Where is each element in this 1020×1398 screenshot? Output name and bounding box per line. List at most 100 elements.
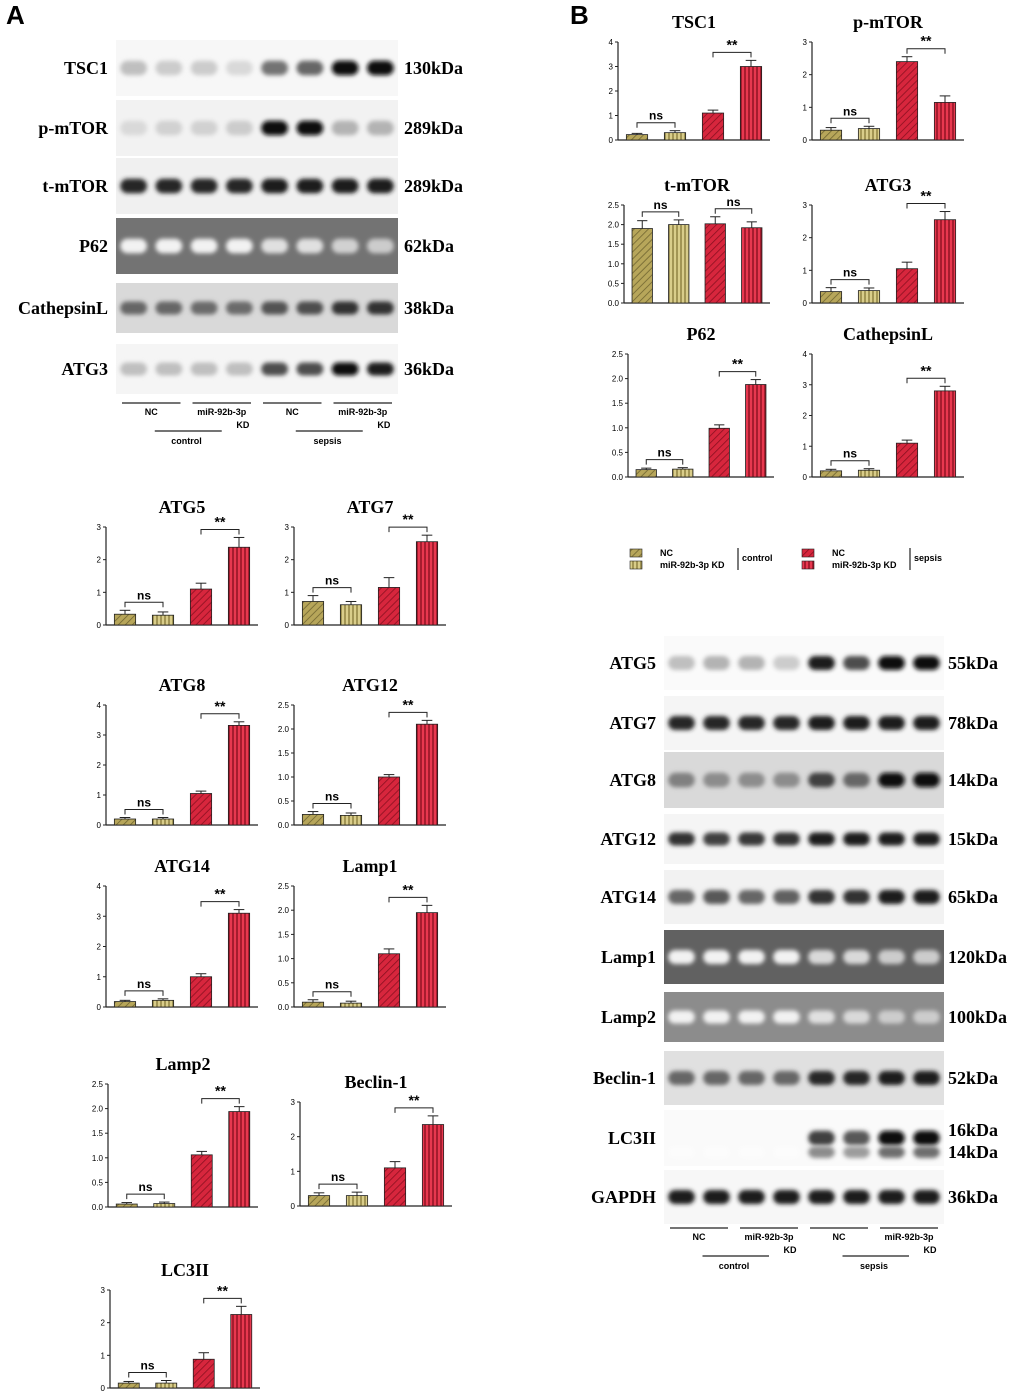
sig-control-label: ns [653,198,667,212]
y-tick-label: 1.5 [92,1129,104,1138]
sig-control-label: ns [843,104,857,118]
blot-band [668,715,695,731]
blot-band [738,715,765,731]
blot-band [773,715,800,731]
sig-sepsis-bracket [714,208,753,214]
y-tick-label: 0 [291,1202,296,1211]
chart-title: ATG8 [159,675,206,695]
bar-NC sepsis [704,223,726,304]
blot-band [738,1070,765,1086]
blot-band [773,949,800,965]
bar-miR-92b-3p KD control [857,469,881,478]
sig-sepsis-label: ** [403,696,414,712]
blot-band-lower [703,1146,730,1159]
sig-sepsis-bracket [388,896,428,903]
sig-sepsis-label: ** [921,362,932,378]
blot-band-lower [738,1146,765,1159]
y-tick-label: 2 [803,234,808,243]
bar-miR-92b-3p KD sepsis [227,725,251,826]
blot-band [913,1070,940,1086]
sig-control-label: ns [137,977,151,991]
legend-nc-sepsis: NC [832,548,845,558]
blot-kda: 120kDa [948,947,1007,967]
legend-kd-sepsis: miR-92b-3p KD [832,560,897,570]
blot-band [843,1189,870,1205]
blot-label-Beclin-1: Beclin-1 [593,1068,656,1088]
legend: NC miR-92b-3p KD control NC miR-92b-3p K… [629,548,942,570]
blot-kda-lower: 14kDa [948,1142,998,1162]
blot-band [878,655,905,671]
chart-ATG5: ATG5 0 1 2 3 ns ** [97,497,258,630]
blot-band-lower [808,1146,835,1159]
blot-band [225,60,253,76]
blot-label-Lamp1: Lamp1 [601,947,656,967]
blot-band [703,655,730,671]
blot-band [331,362,359,376]
blot-band [668,949,695,965]
y-tick-label: 0 [285,621,290,630]
blot-band [878,715,905,731]
chart-TSC1: TSC1 0 1 2 3 4 ns ** [609,12,770,145]
blot-band [738,772,765,788]
blot-band [668,1010,695,1024]
sig-control-label: ns [140,1358,154,1372]
group-control: control [171,436,202,446]
blot-label-CathepsinL: CathepsinL [18,298,108,318]
blot-band [190,301,218,315]
bar-NC sepsis [377,953,401,1008]
chart-title: Beclin-1 [345,1072,408,1092]
chart-ATG12: ATG12 0.0 0.5 1.0 1.5 2.0 2.5 ns ** [278,675,446,830]
bar-miR-92b-3p KD sepsis [230,1314,253,1389]
blot-kda: 78kDa [948,713,998,733]
y-tick-label: 2 [101,1319,106,1328]
blot-band-lower [773,1146,800,1159]
blot-band [155,120,183,136]
group-sepsis: sepsis [860,1261,888,1271]
bar-miR-92b-3p KD sepsis [415,912,439,1008]
group-kd-suffix-sepsis: KD [377,420,390,430]
blot-band [843,889,870,905]
sig-sepsis-bracket [394,1107,434,1113]
blot-band [331,60,359,76]
y-tick-label: 1.5 [278,930,290,939]
blot-band [296,120,324,136]
sig-control-bracket [830,460,870,466]
y-tick-label: 3 [609,63,614,72]
bar-NC sepsis [189,793,213,826]
blot-band [843,832,870,846]
sig-control-label: ns [843,266,857,280]
chart-LC3II: LC3II 0 1 2 3 ns ** [101,1260,260,1393]
bar-NC control [625,134,649,141]
blot-band [703,949,730,965]
group-sepsis: sepsis [313,436,341,446]
blot-label-ATG8: ATG8 [609,770,656,790]
sig-sepsis-label: ns [726,195,740,209]
bar-NC sepsis [189,976,213,1008]
blot-label-ATG7: ATG7 [609,713,656,733]
bar-miR-92b-3p KD control [151,818,175,826]
y-tick-label: 0 [101,1384,106,1393]
chart-title: ATG3 [865,175,912,195]
blot-band [773,889,800,905]
sig-control-bracket [636,122,676,128]
western-blot-a: TSC1 130kDa p-mTOR 289kDa t-mTOR 289kDa P62 62k… [18,40,463,446]
y-tick-label: 0.5 [92,1178,104,1187]
y-tick-label: 0 [803,136,808,145]
sig-control-bracket [124,990,164,996]
panel-letter-a: A [6,0,25,30]
blot-kda: 62kDa [404,236,454,256]
bar-miR-92b-3p KD sepsis [228,1111,251,1208]
blot-band [225,362,253,376]
blot-band [261,120,289,136]
chart-ATG3: ATG3 0 1 2 3 ns ** [803,175,964,308]
blot-band [225,238,253,254]
bar-NC sepsis [192,1358,215,1389]
y-tick-label: 2.5 [612,350,624,359]
bar-miR-92b-3p KD sepsis [745,384,767,478]
blot-band [738,949,765,965]
chart-title: ATG5 [159,497,206,517]
blot-band [878,832,905,846]
sig-sepsis-label: ** [921,188,932,204]
chart-title: ATG12 [342,675,398,695]
panel-letter-b: B [570,0,589,30]
